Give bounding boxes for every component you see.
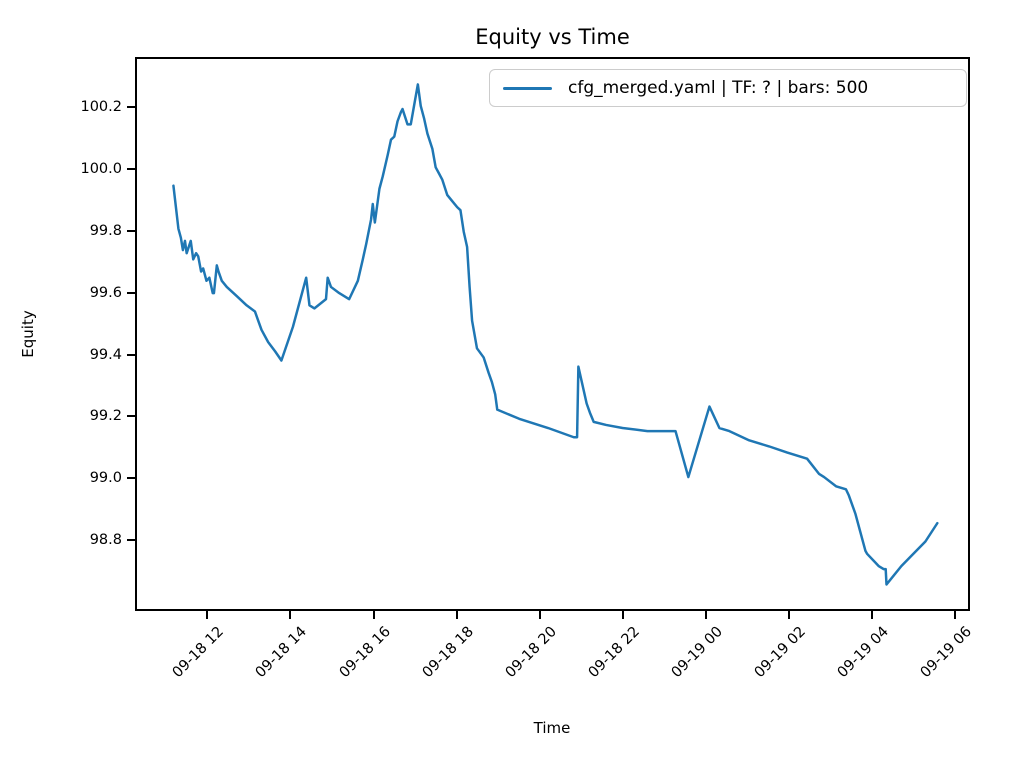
x-axis-label: Time — [533, 719, 571, 737]
equity-line-chart — [172, 83, 939, 586]
x-tick-mark — [621, 611, 624, 619]
x-tick-mark — [206, 611, 209, 619]
chart-title: Equity vs Time — [475, 25, 630, 49]
x-tick-mark — [372, 611, 375, 619]
x-tick-mark — [871, 611, 874, 619]
legend-line-sample-icon — [503, 86, 552, 90]
plot-area — [135, 57, 970, 611]
y-tick-mark — [127, 106, 135, 109]
y-tick-label: 100.2 — [80, 99, 122, 116]
x-tick-mark — [788, 611, 791, 619]
legend-label: cfg_merged.yaml | TF: ? | bars: 500 — [568, 78, 869, 98]
equity-series-line — [172, 83, 939, 586]
x-tick-mark — [289, 611, 292, 619]
y-tick-mark — [127, 415, 135, 418]
y-tick-mark — [127, 229, 135, 232]
y-tick-label: 98.8 — [89, 531, 122, 548]
y-tick-mark — [127, 477, 135, 480]
y-tick-label: 99.8 — [89, 222, 122, 239]
x-tick-mark — [538, 611, 541, 619]
y-tick-label: 99.2 — [89, 408, 122, 425]
y-tick-label: 99.6 — [89, 284, 122, 301]
y-axis-label: Equity — [19, 310, 37, 358]
legend: cfg_merged.yaml | TF: ? | bars: 500 — [489, 69, 967, 107]
y-tick-mark — [127, 291, 135, 294]
y-tick-mark — [127, 538, 135, 541]
x-tick-mark — [705, 611, 708, 619]
y-tick-label: 99.4 — [89, 346, 122, 363]
y-tick-label: 100.0 — [80, 161, 122, 178]
y-tick-mark — [127, 353, 135, 356]
y-tick-mark — [127, 168, 135, 171]
y-tick-label: 99.0 — [89, 470, 122, 487]
x-tick-mark — [954, 611, 957, 619]
x-tick-mark — [455, 611, 458, 619]
